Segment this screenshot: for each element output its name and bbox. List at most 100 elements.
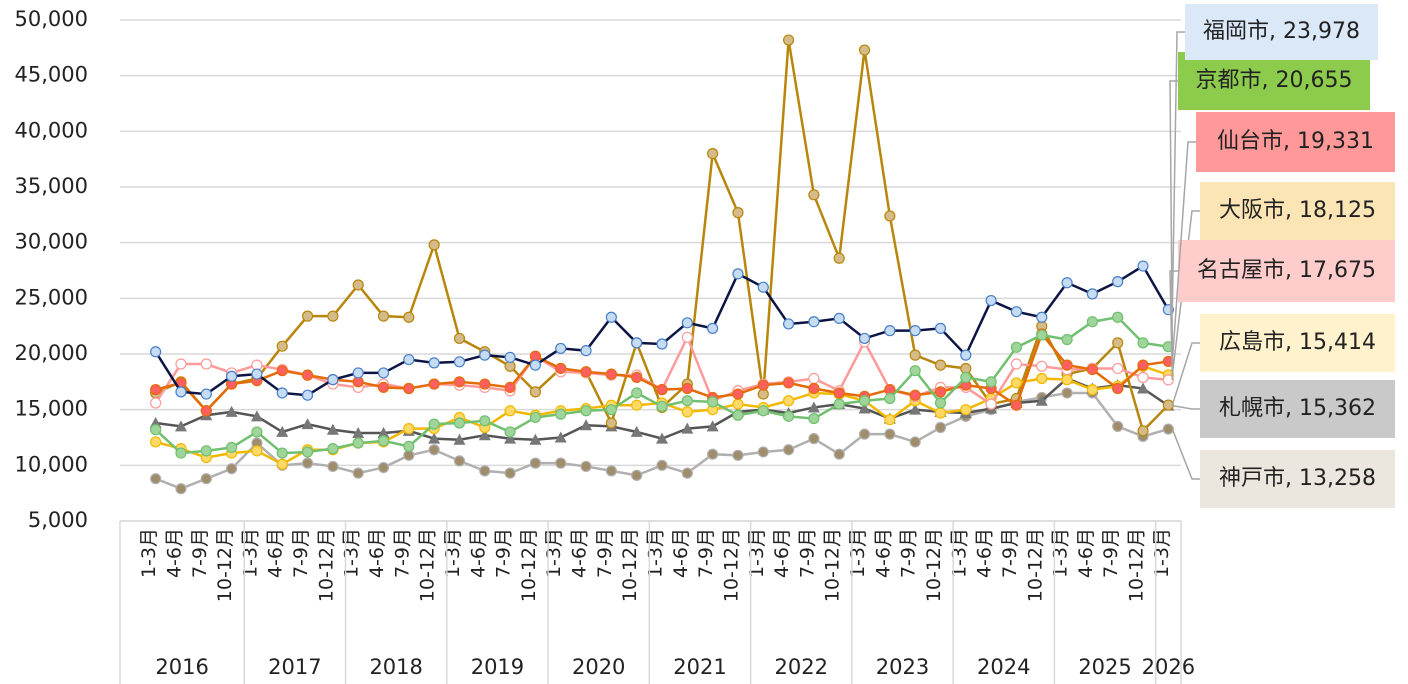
marker xyxy=(656,338,668,350)
marker xyxy=(1010,341,1023,353)
group-label: 2026 xyxy=(1142,655,1195,679)
marker xyxy=(504,405,516,417)
marker xyxy=(707,148,719,160)
x-tick-label: 7-9月 xyxy=(695,528,717,578)
x-tick-label: 1-3月 xyxy=(948,528,970,578)
group-label: 2022 xyxy=(775,655,828,679)
y-tick-label: 35,000 xyxy=(15,174,88,198)
marker xyxy=(985,376,997,388)
marker xyxy=(934,407,947,419)
marker xyxy=(909,325,921,337)
marker xyxy=(377,427,390,439)
x-tick-label: 7-9月 xyxy=(189,528,211,578)
leader-line xyxy=(1172,404,1200,410)
marker xyxy=(1162,399,1174,411)
marker xyxy=(352,279,364,291)
marker xyxy=(1137,382,1150,394)
marker xyxy=(276,447,288,459)
marker xyxy=(403,353,415,366)
marker xyxy=(605,311,617,323)
marker xyxy=(327,443,339,455)
leader-line xyxy=(1169,270,1178,380)
marker xyxy=(403,311,415,323)
marker xyxy=(479,378,491,390)
marker xyxy=(403,422,415,435)
marker xyxy=(656,459,668,471)
marker xyxy=(301,457,314,469)
legend-label: 札幌市, 15,362 xyxy=(1219,396,1376,421)
marker xyxy=(808,372,820,385)
group-label: 2017 xyxy=(268,655,321,679)
marker xyxy=(1061,374,1073,386)
marker xyxy=(327,310,339,322)
marker xyxy=(631,387,643,399)
group-label: 2019 xyxy=(471,655,524,679)
marker xyxy=(833,398,845,410)
marker xyxy=(782,377,795,389)
marker xyxy=(250,410,263,422)
group-label: 2023 xyxy=(876,655,929,679)
marker xyxy=(327,374,339,386)
marker xyxy=(175,447,187,459)
marker xyxy=(884,210,896,222)
marker xyxy=(884,392,896,405)
marker xyxy=(934,322,947,334)
label-box xyxy=(1200,314,1395,372)
marker xyxy=(529,386,542,398)
marker xyxy=(1086,316,1098,328)
marker xyxy=(909,403,922,415)
legend-label: 京都市, 20,655 xyxy=(1196,68,1353,93)
marker xyxy=(453,376,466,388)
group-label: 2025 xyxy=(1078,655,1131,679)
marker xyxy=(630,425,643,437)
marker xyxy=(150,346,162,358)
marker xyxy=(301,418,314,430)
marker xyxy=(1036,372,1048,385)
marker xyxy=(808,433,820,445)
marker xyxy=(631,371,643,383)
x-tick-label: 7-9月 xyxy=(493,528,515,578)
marker xyxy=(909,365,921,377)
marker xyxy=(681,406,693,418)
x-tick-label: 4-6月 xyxy=(670,528,692,578)
marker xyxy=(656,432,668,444)
leader-line xyxy=(1171,141,1196,362)
x-tick-label: 7-9月 xyxy=(594,528,616,578)
marker xyxy=(732,268,744,280)
x-tick-label: 4-6月 xyxy=(366,528,388,578)
label-box xyxy=(1196,112,1395,172)
marker xyxy=(453,417,466,429)
x-tick-label: 10-12月 xyxy=(1024,528,1046,602)
marker xyxy=(858,44,871,56)
marker xyxy=(428,418,440,430)
marker xyxy=(884,325,896,337)
marker xyxy=(858,428,871,440)
marker xyxy=(1036,311,1048,323)
marker xyxy=(276,458,288,470)
marker xyxy=(985,294,997,307)
marker xyxy=(504,467,516,479)
x-tick-label: 1-3月 xyxy=(239,528,261,578)
marker xyxy=(580,345,592,357)
marker xyxy=(732,409,744,421)
marker xyxy=(479,465,491,477)
marker xyxy=(1061,277,1073,289)
marker xyxy=(1036,360,1048,372)
marker xyxy=(175,483,187,495)
marker xyxy=(808,412,820,425)
marker xyxy=(884,414,896,426)
y-tick-label: 20,000 xyxy=(15,341,88,365)
marker xyxy=(377,461,390,474)
marker xyxy=(1061,387,1073,399)
x-tick-label: 7-9月 xyxy=(1100,528,1122,578)
legend-label: 神戸市, 13,258 xyxy=(1219,466,1376,491)
marker xyxy=(858,402,871,414)
label-box xyxy=(1200,182,1395,240)
marker xyxy=(377,310,390,322)
marker xyxy=(352,367,364,379)
marker xyxy=(833,387,845,399)
marker xyxy=(1162,423,1174,435)
marker xyxy=(428,357,440,369)
marker xyxy=(403,440,415,453)
